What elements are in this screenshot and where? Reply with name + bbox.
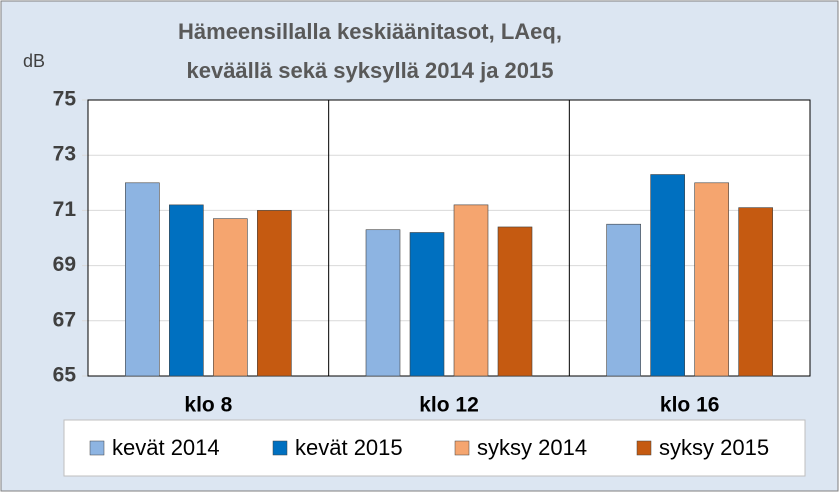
legend-label: syksy 2014 bbox=[477, 435, 587, 460]
bar bbox=[694, 182, 729, 377]
plot-border bbox=[87, 99, 811, 377]
x-tick-label: klo 12 bbox=[419, 394, 479, 417]
y-tick-label: 75 bbox=[53, 88, 77, 111]
bar bbox=[409, 232, 445, 377]
legend-label: syksy 2015 bbox=[659, 435, 769, 460]
legend-swatch bbox=[272, 440, 288, 456]
y-tick-label: 67 bbox=[53, 308, 76, 331]
y-tick-label: 69 bbox=[53, 253, 76, 276]
legend-swatch bbox=[454, 440, 470, 456]
y-tick-label: 71 bbox=[53, 198, 77, 221]
y-tick-label: 65 bbox=[53, 364, 77, 387]
legend-swatch bbox=[89, 440, 105, 456]
bar bbox=[169, 204, 204, 377]
x-tick-label: klo 8 bbox=[184, 394, 232, 417]
bar bbox=[606, 223, 641, 377]
legend bbox=[63, 419, 806, 477]
x-tick-label: klo 16 bbox=[660, 394, 720, 417]
bar bbox=[453, 204, 489, 377]
bar bbox=[257, 210, 292, 377]
chart-title: keväällä sekä syksyllä 2014 ja 2015 bbox=[186, 58, 553, 83]
bar bbox=[650, 174, 685, 377]
chart-title: Hämeensillalla keskiäänitasot, LAeq, bbox=[178, 19, 562, 44]
legend-label: kevät 2015 bbox=[295, 435, 403, 460]
bar bbox=[365, 229, 401, 377]
y-axis-label: dB bbox=[23, 51, 45, 71]
legend-swatch bbox=[636, 440, 652, 456]
y-tick-label: 73 bbox=[53, 143, 76, 166]
bar bbox=[738, 207, 773, 377]
bar bbox=[497, 226, 533, 377]
bar bbox=[125, 182, 160, 377]
legend-label: kevät 2014 bbox=[112, 435, 220, 460]
plot-area bbox=[88, 100, 810, 376]
bar bbox=[213, 218, 248, 377]
